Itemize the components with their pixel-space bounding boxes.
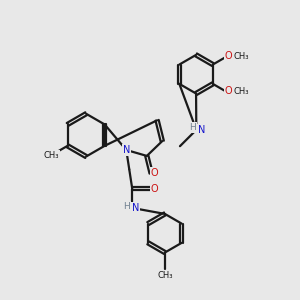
Text: CH₃: CH₃ [44, 151, 59, 160]
Text: N: N [123, 145, 130, 155]
Text: N: N [132, 203, 140, 213]
Text: CH₃: CH₃ [234, 52, 249, 61]
Text: N: N [198, 125, 205, 135]
Text: H: H [124, 202, 130, 211]
Text: O: O [225, 51, 232, 61]
Text: CH₃: CH₃ [234, 86, 249, 95]
Text: O: O [150, 184, 158, 194]
Text: O: O [225, 86, 232, 96]
Text: CH₃: CH₃ [157, 271, 172, 280]
Text: O: O [151, 168, 158, 178]
Text: H: H [189, 123, 196, 132]
